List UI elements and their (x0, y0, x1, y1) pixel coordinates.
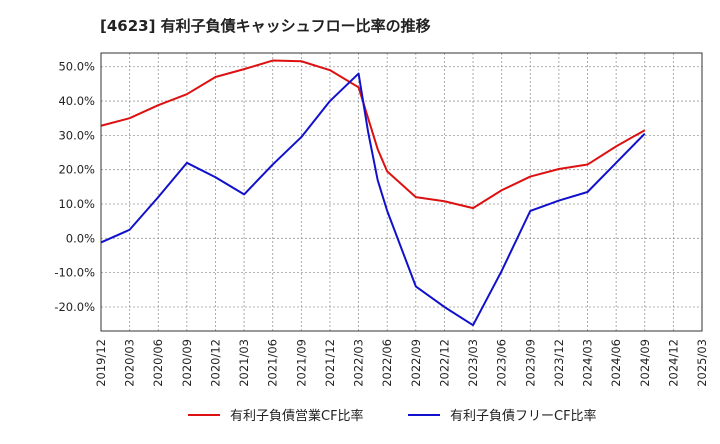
x-tick-label: 2022/09 (409, 339, 423, 387)
y-tick-label: 30.0% (58, 128, 95, 142)
series-line-2 (100, 72, 646, 327)
y-tick-label: 10.0% (58, 197, 95, 211)
x-tick-label: 2023/06 (495, 339, 509, 387)
x-tick-label: 2021/09 (294, 339, 308, 387)
x-axis-ticks: 2019/12 2020/03 2020/06 2020/09 2020/12 2021/… (94, 339, 709, 387)
x-tick-label: 2023/12 (552, 339, 566, 387)
x-tick-label: 2021/03 (237, 339, 251, 387)
x-tick-label: 2020/12 (208, 339, 222, 387)
x-tick-label: 2024/03 (581, 339, 595, 387)
x-tick-label: 2022/12 (437, 339, 451, 387)
legend-label-1: 有利子負債営業CF比率 (230, 408, 364, 424)
x-tick-label: 2024/12 (666, 339, 680, 387)
x-tick-label: 2021/06 (266, 339, 280, 387)
x-tick-label: 2025/03 (695, 339, 709, 387)
series-lines (100, 59, 646, 327)
x-tick-label: 2023/03 (466, 339, 480, 387)
legend-label-2: 有利子負債フリーCF比率 (450, 408, 597, 424)
x-tick-label: 2023/09 (523, 339, 537, 387)
series-line-1 (100, 59, 646, 210)
x-tick-label: 2024/06 (609, 339, 623, 387)
y-tick-label: 20.0% (58, 163, 95, 177)
x-tick-label: 2022/03 (352, 339, 366, 387)
x-tick-label: 2020/06 (151, 339, 165, 387)
y-tick-label: -20.0% (54, 300, 95, 314)
y-tick-label: 0.0% (66, 231, 95, 245)
y-axis-ticks: -20.0% -10.0% 0.0% 10.0% 20.0% 30.0% 40.0% 50.0… (54, 60, 95, 314)
x-tick-label: 2024/09 (638, 339, 652, 387)
y-tick-label: -10.0% (54, 266, 95, 280)
chart-title: [4623] 有利子負債キャッシュフロー比率の推移 (100, 17, 431, 35)
x-tick-label: 2020/03 (123, 339, 137, 387)
x-tick-label: 2020/09 (180, 339, 194, 387)
x-tick-label: 2021/12 (323, 339, 337, 387)
y-tick-label: 40.0% (58, 94, 95, 108)
y-tick-label: 50.0% (58, 60, 95, 74)
x-tick-label: 2022/06 (380, 339, 394, 387)
grid (100, 53, 703, 331)
plot-area-frame (100, 52, 703, 332)
legend: 有利子負債営業CF比率 有利子負債フリーCF比率 (188, 408, 597, 424)
x-tick-label: 2019/12 (94, 339, 108, 387)
